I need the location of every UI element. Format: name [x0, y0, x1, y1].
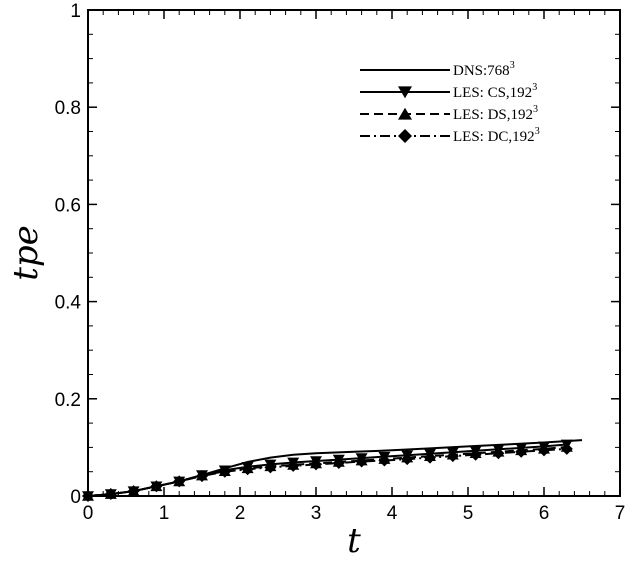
- series-point: [173, 475, 186, 488]
- legend: DNS:7683 LES: CS,1923 LES: DS,1923 LES: DC,…: [360, 60, 540, 145]
- x-tick-label: 0: [83, 503, 94, 524]
- legend-marker: [398, 86, 412, 99]
- tick-labels: 0 1 2 3 4 5 6 7 0 0.2 0.4 0.6 0.8 1: [55, 1, 626, 524]
- series-point: [446, 450, 459, 463]
- axis-ticks: [87, 9, 621, 497]
- y-tick-label: 0.2: [55, 390, 81, 411]
- series-point: [264, 461, 277, 474]
- y-tick-label: 0.6: [55, 195, 81, 216]
- series-point: [424, 451, 436, 464]
- series-point: [127, 485, 140, 498]
- legend-label: DNS:7683: [453, 60, 515, 79]
- series-point: [515, 445, 528, 458]
- series-point: [401, 453, 414, 466]
- series-line: [87, 447, 567, 497]
- x-tick-label: 4: [387, 503, 398, 524]
- x-tick-label: 6: [539, 503, 550, 524]
- legend-label: LES: CS,1923: [453, 82, 537, 101]
- series-point: [150, 480, 163, 493]
- legend-entry: LES: DC,1923: [360, 126, 540, 145]
- series-point: [218, 465, 231, 478]
- series-point: [469, 448, 482, 461]
- series-layer: [82, 439, 583, 502]
- series-point: [104, 488, 117, 501]
- series-point: [538, 444, 550, 457]
- x-tick-label: 2: [235, 503, 246, 524]
- legend-label: LES: DS,1923: [453, 104, 538, 123]
- legend-entry: LES: DS,1923: [360, 104, 538, 123]
- y-tick-label: 0.4: [55, 293, 82, 314]
- series-point: [492, 447, 505, 460]
- series-4: [82, 442, 573, 502]
- series-point: [355, 455, 368, 468]
- y-axis-title: tpe: [6, 225, 46, 281]
- series-point: [310, 458, 322, 471]
- series-point: [82, 490, 94, 502]
- x-tick-label: 7: [615, 503, 626, 524]
- series-point: [560, 442, 573, 455]
- x-tick-label: 3: [311, 503, 322, 524]
- y-tick-label: 1: [70, 1, 81, 22]
- y-tick-label: 0: [70, 487, 81, 508]
- series-point: [332, 456, 345, 469]
- series-point: [287, 459, 300, 472]
- x-tick-label: 1: [159, 503, 170, 524]
- y-tick-label: 0.8: [55, 98, 81, 119]
- legend-marker: [398, 129, 412, 143]
- series-point: [378, 454, 391, 467]
- series-point: [196, 470, 208, 483]
- x-axis-title: t: [347, 521, 361, 561]
- legend-marker: [398, 107, 412, 120]
- x-tick-label: 5: [463, 503, 474, 524]
- series-point: [241, 463, 254, 476]
- plot-frame: [87, 9, 621, 497]
- legend-entry: DNS:7683: [360, 60, 515, 79]
- legend-entry: LES: CS,1923: [360, 82, 537, 101]
- legend-label: LES: DC,1923: [453, 126, 540, 145]
